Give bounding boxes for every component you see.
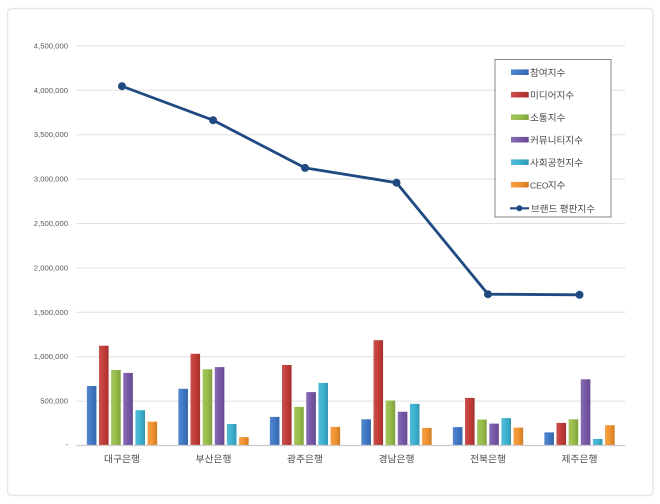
svg-text:3,500,000: 3,500,000 — [34, 130, 68, 139]
svg-text:-: - — [65, 440, 68, 449]
svg-text:1,000,000: 1,000,000 — [34, 352, 68, 361]
svg-text:1,500,000: 1,500,000 — [34, 308, 68, 317]
svg-text:500,000: 500,000 — [40, 397, 68, 406]
svg-text:2,500,000: 2,500,000 — [34, 219, 68, 228]
svg-text:3,000,000: 3,000,000 — [34, 175, 68, 184]
svg-text:CEO: CEO — [530, 181, 549, 191]
svg-text:2,000,000: 2,000,000 — [34, 263, 68, 272]
svg-text:4,000,000: 4,000,000 — [34, 86, 68, 95]
svg-text:4,500,000: 4,500,000 — [34, 41, 68, 50]
